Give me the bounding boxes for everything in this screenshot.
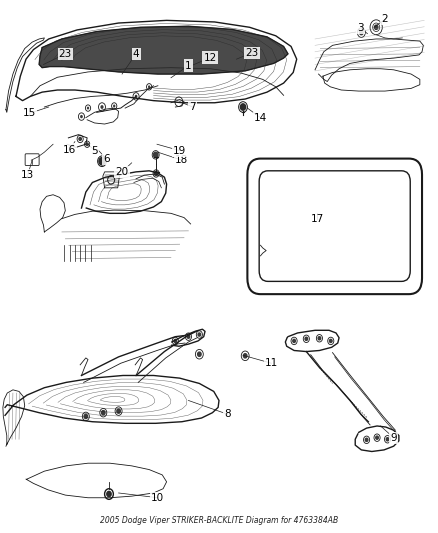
Circle shape — [80, 115, 83, 118]
Circle shape — [148, 85, 150, 88]
Text: 18: 18 — [175, 155, 188, 165]
Text: 10: 10 — [151, 492, 164, 503]
Circle shape — [198, 333, 201, 336]
Circle shape — [102, 410, 105, 415]
Circle shape — [154, 171, 158, 175]
Text: 17: 17 — [311, 214, 324, 224]
Circle shape — [244, 354, 247, 358]
Circle shape — [79, 138, 81, 140]
Circle shape — [187, 335, 190, 338]
Circle shape — [100, 105, 103, 109]
Text: 13: 13 — [21, 170, 35, 180]
Text: 14: 14 — [254, 112, 267, 123]
Text: 11: 11 — [265, 358, 278, 368]
Text: 20: 20 — [116, 167, 129, 177]
Circle shape — [374, 25, 378, 29]
Text: 4: 4 — [133, 49, 139, 59]
Text: 6: 6 — [103, 154, 110, 164]
Circle shape — [86, 143, 88, 146]
Text: 19: 19 — [173, 146, 186, 156]
Text: 16: 16 — [63, 144, 76, 155]
Text: 9: 9 — [390, 433, 397, 443]
Text: 1: 1 — [185, 61, 192, 70]
Circle shape — [240, 104, 246, 110]
Circle shape — [84, 414, 88, 418]
Text: 12: 12 — [204, 53, 217, 62]
Text: 5: 5 — [91, 146, 98, 156]
Circle shape — [365, 438, 368, 441]
Circle shape — [87, 107, 89, 109]
Text: 23: 23 — [59, 49, 72, 59]
Text: 23: 23 — [245, 48, 258, 58]
Circle shape — [386, 438, 389, 441]
Circle shape — [99, 158, 105, 165]
Circle shape — [305, 337, 307, 341]
Circle shape — [198, 352, 201, 357]
Circle shape — [318, 337, 321, 340]
Circle shape — [107, 491, 111, 497]
Circle shape — [134, 95, 138, 98]
Text: 3: 3 — [357, 23, 364, 34]
Text: 15: 15 — [22, 108, 36, 118]
Text: 7: 7 — [190, 102, 196, 112]
Circle shape — [293, 340, 295, 343]
Text: 8: 8 — [224, 409, 231, 419]
Polygon shape — [39, 26, 288, 74]
Circle shape — [117, 409, 120, 413]
Circle shape — [113, 104, 115, 107]
Text: 2005 Dodge Viper STRIKER-BACKLITE Diagram for 4763384AB: 2005 Dodge Viper STRIKER-BACKLITE Diagra… — [100, 516, 338, 525]
Circle shape — [376, 436, 378, 439]
Text: 2: 2 — [381, 14, 388, 25]
Circle shape — [360, 30, 363, 35]
Circle shape — [329, 340, 332, 343]
Circle shape — [153, 152, 158, 158]
Circle shape — [174, 340, 177, 343]
